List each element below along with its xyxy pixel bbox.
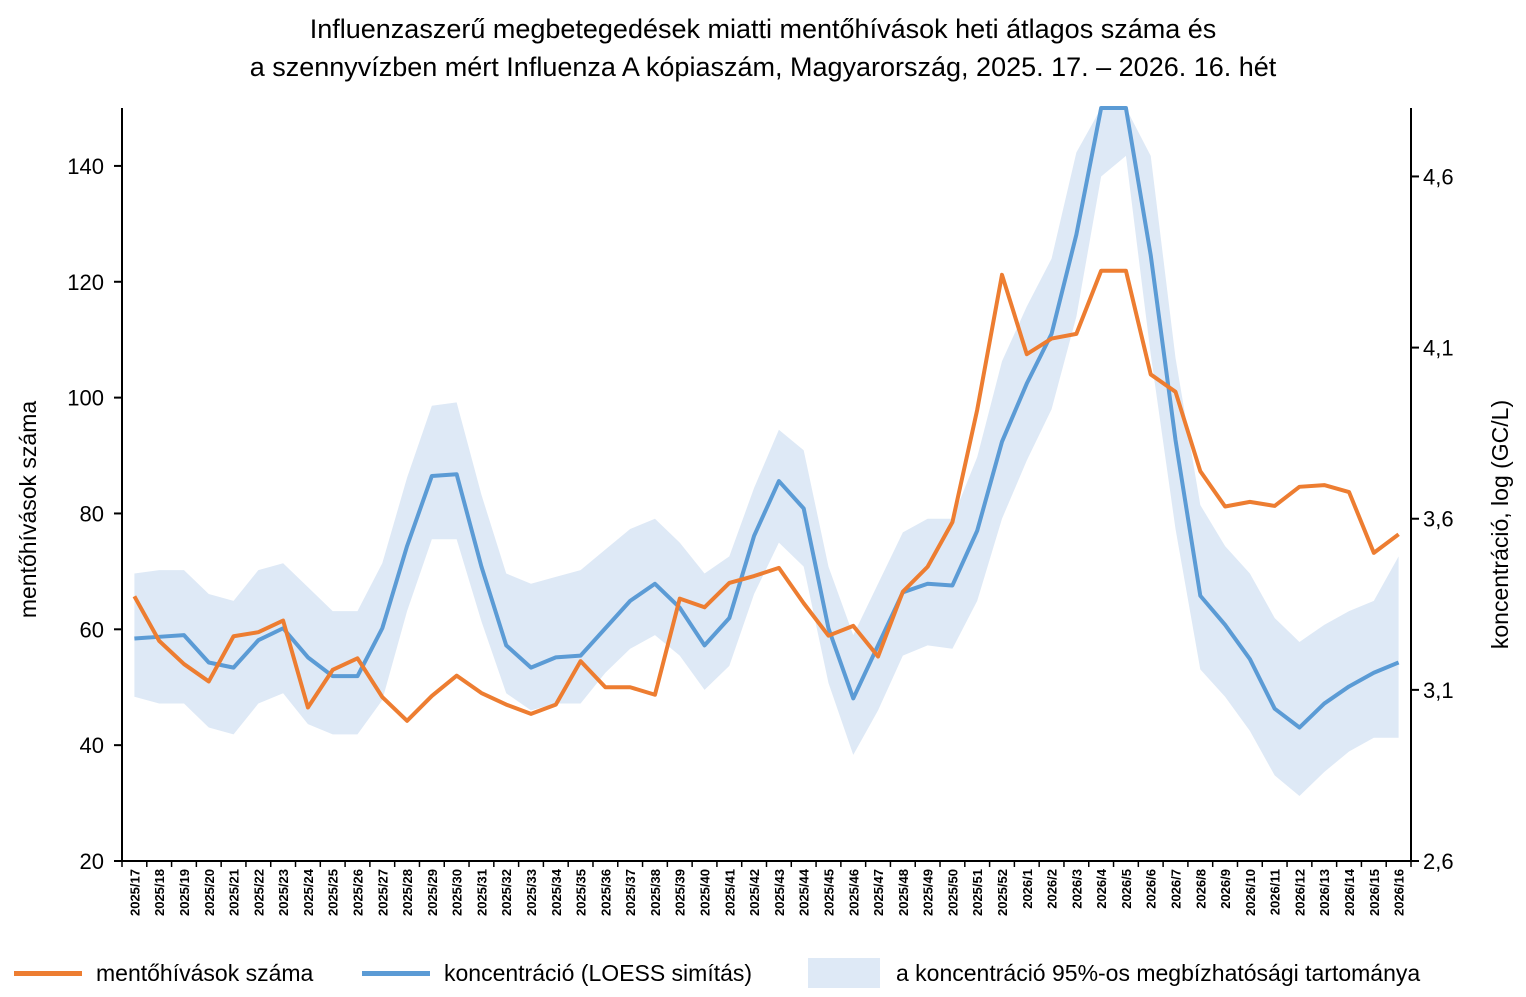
y-tick-label-right: 4,6 — [1423, 164, 1454, 189]
chart-title-line1: Influenzaszerű megbetegedések miatti men… — [309, 14, 1217, 44]
ticks-layer: 20 40 60 80 100 120 140 2,6 3,1 3,6 4,1 4,6 2025/17 2… — [67, 154, 1453, 916]
x-tick-label: 2025/47 — [871, 869, 886, 916]
x-tick-label: 2025/23 — [276, 869, 291, 916]
y-tick-label-left: 80 — [80, 501, 104, 526]
ci-band-layer — [134, 108, 1399, 796]
legend-swatch-ci — [808, 958, 880, 988]
legend: mentőhívások száma koncentráció (LOESS s… — [0, 955, 1526, 991]
x-tick-label: 2026/1 — [1020, 869, 1035, 909]
x-tick-label: 2025/49 — [921, 869, 936, 916]
x-tick-label: 2025/51 — [970, 869, 985, 916]
y-tick-label-right: 2,6 — [1423, 849, 1454, 874]
x-tick-label: 2025/21 — [227, 869, 242, 916]
x-tick-label: 2026/3 — [1069, 869, 1084, 909]
y-tick-label-right: 4,1 — [1423, 336, 1454, 361]
y-tick-label-left: 120 — [67, 270, 104, 295]
x-tick-label: 2025/48 — [896, 869, 911, 916]
x-tick-label: 2025/38 — [648, 869, 663, 916]
legend-label-concentration: koncentráció (LOESS simítás) — [444, 959, 753, 986]
y-tick-label-left: 140 — [67, 154, 104, 179]
x-tick-label: 2025/34 — [549, 868, 564, 916]
x-tick-label: 2026/5 — [1119, 869, 1134, 909]
x-tick-label: 2026/4 — [1094, 868, 1109, 909]
y-axis-label-right: koncentráció, log (GC/L) — [1487, 400, 1513, 649]
y-tick-label-left: 20 — [80, 849, 104, 874]
legend-item-calls: mentőhívások száma — [14, 955, 313, 991]
x-tick-label: 2026/16 — [1392, 869, 1407, 916]
x-tick-label: 2025/28 — [400, 869, 415, 916]
x-tick-label: 2025/35 — [574, 869, 589, 916]
chart-title: Influenzaszerű megbetegedések miatti men… — [0, 10, 1526, 86]
y-tick-label-left: 100 — [67, 386, 104, 411]
x-tick-label: 2025/25 — [326, 869, 341, 916]
chart-title-line2: a szennyvízben mért Influenza A kópiaszá… — [249, 52, 1277, 82]
x-tick-label: 2026/11 — [1268, 869, 1283, 915]
x-tick-label: 2025/26 — [350, 869, 365, 916]
x-tick-label: 2025/20 — [202, 869, 217, 916]
x-tick-label: 2026/10 — [1243, 869, 1258, 916]
x-tick-label: 2025/45 — [821, 869, 836, 916]
x-tick-label: 2025/40 — [698, 869, 713, 916]
y-tick-label-left: 40 — [80, 733, 104, 758]
x-tick-label: 2026/7 — [1169, 869, 1184, 909]
x-tick-label: 2025/52 — [995, 869, 1010, 916]
x-tick-label: 2026/12 — [1292, 869, 1307, 916]
x-tick-label: 2026/6 — [1144, 869, 1159, 909]
x-tick-label: 2025/22 — [251, 869, 266, 916]
ci-band — [134, 108, 1399, 796]
x-tick-label: 2025/41 — [722, 869, 737, 916]
x-tick-label: 2025/29 — [425, 869, 440, 916]
x-tick-label: 2025/17 — [127, 869, 142, 916]
x-tick-label: 2025/27 — [375, 869, 390, 916]
x-tick-label: 2025/42 — [747, 869, 762, 916]
x-tick-label: 2025/37 — [623, 869, 638, 916]
x-tick-label: 2026/13 — [1317, 869, 1332, 916]
x-tick-label: 2025/36 — [598, 869, 613, 916]
x-tick-label: 2025/39 — [673, 869, 688, 916]
legend-label-ci: a koncentráció 95%-os megbízhatósági tar… — [896, 959, 1421, 986]
series-layer — [132, 106, 1400, 730]
chart-plot: 20 40 60 80 100 120 140 2,6 3,1 3,6 4,1 4,6 2025/17 2… — [15, 106, 1513, 916]
legend-item-ci: a koncentráció 95%-os megbízhatósági tar… — [808, 955, 1420, 991]
series-line-concentration — [134, 106, 1400, 730]
y-tick-label-right: 3,6 — [1423, 507, 1454, 532]
x-tick-label: 2026/2 — [1045, 869, 1060, 909]
y-tick-label-left: 60 — [80, 617, 104, 642]
legend-item-concentration: koncentráció (LOESS simítás) — [362, 955, 752, 991]
x-tick-label: 2025/43 — [772, 869, 787, 916]
x-tick-label: 2025/46 — [846, 869, 861, 916]
x-tick-label: 2026/9 — [1218, 869, 1233, 909]
x-tick-label: 2025/30 — [450, 869, 465, 916]
x-tick-label: 2025/33 — [524, 869, 539, 916]
x-tick-label: 2026/15 — [1367, 869, 1382, 916]
legend-swatch-concentration — [362, 970, 430, 976]
x-tick-label: 2025/44 — [797, 868, 812, 916]
y-tick-label-right: 3,1 — [1423, 678, 1454, 703]
x-tick-label: 2025/32 — [499, 869, 514, 916]
series-line-calls — [132, 268, 1400, 723]
legend-swatch-calls — [14, 970, 82, 976]
x-tick-label: 2026/8 — [1193, 869, 1208, 909]
legend-label-calls: mentőhívások száma — [96, 959, 314, 986]
x-tick-label: 2025/31 — [474, 869, 489, 916]
y-axis-label-left: mentőhívások száma — [15, 401, 41, 619]
x-tick-label: 2025/18 — [152, 869, 167, 916]
x-tick-label: 2026/14 — [1342, 868, 1357, 916]
x-tick-label: 2025/24 — [301, 868, 316, 916]
x-tick-label: 2025/19 — [177, 869, 192, 916]
x-tick-label: 2025/50 — [945, 869, 960, 916]
